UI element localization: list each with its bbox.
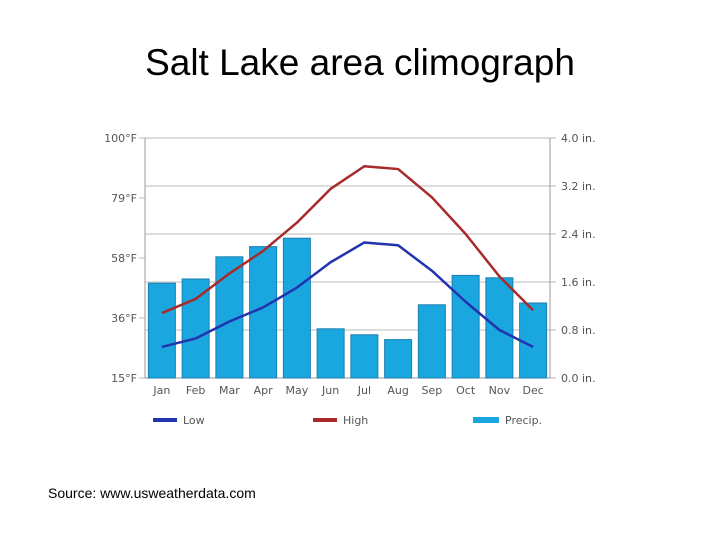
x-tick-label: May xyxy=(286,384,309,397)
legend-label: High xyxy=(343,414,368,427)
x-tick-label: Jun xyxy=(321,384,339,397)
y-left-tick-label: 15°F xyxy=(111,372,137,385)
legend-swatch xyxy=(313,418,337,422)
y-left-tick-label: 36°F xyxy=(111,312,137,325)
y-left-tick-label: 58°F xyxy=(111,252,137,265)
precip-bar xyxy=(147,282,176,379)
y-left-tick-label: 100°F xyxy=(104,132,137,145)
precip-bar xyxy=(485,277,514,379)
x-tick-label: Dec xyxy=(522,384,543,397)
x-tick-label: Sep xyxy=(422,384,443,397)
precip-bar xyxy=(451,274,480,379)
y-right-tick-label: 0.8 in. xyxy=(561,324,596,337)
source-note: Source: www.usweatherdata.com xyxy=(48,485,256,501)
y-right-tick-label: 2.4 in. xyxy=(561,228,596,241)
x-tick-label: Feb xyxy=(186,384,205,397)
precip-bar xyxy=(181,278,210,379)
x-tick-label: Apr xyxy=(254,384,274,397)
precip-bar xyxy=(282,237,311,379)
legend-label: Precip. xyxy=(505,414,542,427)
y-right-tick-label: 3.2 in. xyxy=(561,180,596,193)
precip-bar xyxy=(350,334,379,379)
legend-label: Low xyxy=(183,414,205,427)
x-tick-label: Jul xyxy=(357,384,371,397)
legend-swatch xyxy=(473,417,499,423)
slide-title: Salt Lake area climograph xyxy=(145,42,575,83)
y-left-tick-label: 79°F xyxy=(111,192,137,205)
high-temp-line xyxy=(161,164,535,315)
y-right-tick-label: 4.0 in. xyxy=(561,132,596,145)
precip-bar xyxy=(316,328,345,379)
precip-bar xyxy=(519,302,548,379)
x-tick-label: Jan xyxy=(152,384,170,397)
low-temp-line xyxy=(161,241,534,349)
x-tick-label: Mar xyxy=(219,384,240,397)
legend-swatch xyxy=(153,418,177,422)
precip-bar xyxy=(384,339,413,379)
x-tick-label: Nov xyxy=(489,384,511,397)
precip-bar xyxy=(417,304,446,379)
y-right-tick-label: 1.6 in. xyxy=(561,276,596,289)
y-right-tick-label: 0.0 in. xyxy=(561,372,596,385)
x-tick-label: Aug xyxy=(387,384,408,397)
x-tick-label: Oct xyxy=(456,384,476,397)
